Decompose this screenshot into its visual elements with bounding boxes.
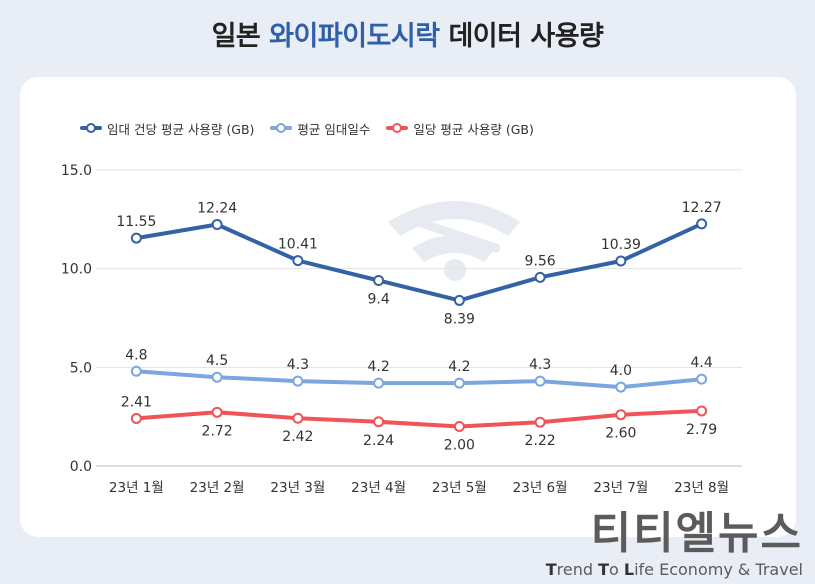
legend-swatch-series-3 xyxy=(386,121,409,135)
data-label: 10.39 xyxy=(601,237,641,253)
data-point xyxy=(130,412,142,424)
data-label: 4.4 xyxy=(690,355,712,371)
legend-item-series-3: 일당 평균 사용량 (GB) xyxy=(386,119,534,138)
chart-title: 일본 와이파이도시락 데이터 사용량 xyxy=(0,14,815,53)
title-pre: 일본 xyxy=(211,21,270,52)
y-tick-label: 5.0 xyxy=(70,360,92,376)
data-point xyxy=(615,381,627,393)
data-point xyxy=(696,405,708,417)
data-label: 4.2 xyxy=(448,359,470,375)
chart-grid xyxy=(96,169,742,467)
chart-card xyxy=(20,77,796,537)
data-label: 4.5 xyxy=(206,353,228,369)
data-label: 4.0 xyxy=(610,363,632,379)
data-label: 9.56 xyxy=(525,253,556,269)
title-highlight: 와이파이도시락 xyxy=(269,21,440,52)
x-axis: 23년 1월 23년 2월 23년 3월 23년 4월 23년 5월 23년 6월 23년 … xyxy=(109,480,729,496)
data-point xyxy=(292,412,304,424)
brand-slogan: Trend To Life Economy & Travel xyxy=(546,560,803,579)
data-point xyxy=(130,365,142,377)
chart-series: 11.55 12.24 10.41 9.4 8.39 9.56 10.39 12.27 4.8 4… xyxy=(116,200,721,454)
data-point xyxy=(211,406,223,418)
data-label: 11.55 xyxy=(116,214,156,230)
brand-slogan-part-6: ife Economy & Travel xyxy=(634,560,803,579)
legend-swatch-series-2 xyxy=(270,121,293,135)
brand-watermark: 티티엘뉴스 Trend To Life Economy & Travel xyxy=(546,508,803,580)
x-tick-label: 23년 6월 xyxy=(513,480,568,496)
data-point xyxy=(696,218,708,230)
y-tick-label: 0.0 xyxy=(70,459,92,475)
data-point xyxy=(615,409,627,421)
legend-label-series-1: 임대 건당 평균 사용량 (GB) xyxy=(107,121,255,137)
data-label: 2.24 xyxy=(363,433,394,449)
brand-slogan-part-1: T xyxy=(545,560,557,579)
wifi-icon xyxy=(388,201,520,281)
data-point xyxy=(373,416,385,428)
data-point xyxy=(292,375,304,387)
x-tick-label: 23년 4월 xyxy=(351,480,406,496)
data-label: 4.8 xyxy=(125,347,147,363)
data-point xyxy=(534,271,546,283)
data-point xyxy=(130,232,142,244)
data-label: 10.41 xyxy=(278,237,318,253)
data-point xyxy=(373,377,385,389)
brand-slogan-part-3: T xyxy=(598,560,610,579)
brand-slogan-part-4: o xyxy=(609,560,624,579)
data-label: 2.00 xyxy=(444,438,475,454)
series-line-1 xyxy=(134,221,704,303)
data-point xyxy=(373,275,385,287)
data-point xyxy=(534,375,546,387)
legend-item-series-2: 평균 임대일수 xyxy=(270,119,370,138)
x-tick-label: 23년 1월 xyxy=(109,480,164,496)
data-label: 12.24 xyxy=(197,200,237,216)
data-point xyxy=(615,255,627,267)
legend-swatch-series-1 xyxy=(80,121,102,135)
x-tick-label: 23년 7월 xyxy=(593,480,648,496)
data-point xyxy=(211,371,223,383)
x-tick-label: 23년 5월 xyxy=(432,480,487,496)
data-label: 2.60 xyxy=(605,426,636,442)
data-label: 2.42 xyxy=(282,429,313,445)
y-axis: 0.0 5.0 10.0 15.0 xyxy=(61,163,92,475)
title-post: 데이터 사용량 xyxy=(439,21,604,52)
y-tick-label: 15.0 xyxy=(61,163,92,179)
data-point xyxy=(696,373,708,385)
data-point xyxy=(292,255,304,267)
brand-slogan-part-2: rend xyxy=(556,560,599,579)
data-label: 2.72 xyxy=(202,423,233,439)
legend-label-series-2: 평균 임대일수 xyxy=(297,121,371,137)
data-point xyxy=(453,377,465,389)
data-label: 2.41 xyxy=(121,394,152,410)
data-label: 2.22 xyxy=(525,433,556,449)
data-label: 8.39 xyxy=(444,311,475,327)
brand-name: 티티엘뉴스 xyxy=(590,508,803,559)
chart-legend: 임대 건당 평균 사용량 (GB) 평균 임대일수 일당 평균 사용량 (GB) xyxy=(80,118,550,138)
series-line-2 xyxy=(134,369,704,390)
data-label: 9.4 xyxy=(367,292,389,308)
data-label: 4.2 xyxy=(367,359,389,375)
legend-item-series-1: 임대 건당 평균 사용량 (GB) xyxy=(80,119,254,138)
data-point xyxy=(453,421,465,433)
brand-slogan-part-5: L xyxy=(623,560,635,579)
series-line-3 xyxy=(134,408,704,429)
legend-label-series-3: 일당 평균 사용량 (GB) xyxy=(413,121,534,137)
x-tick-label: 23년 8월 xyxy=(674,480,729,496)
x-tick-label: 23년 2월 xyxy=(190,480,245,496)
data-point xyxy=(534,416,546,428)
x-tick-label: 23년 3월 xyxy=(270,480,325,496)
data-point xyxy=(211,218,223,230)
data-label: 4.3 xyxy=(287,357,309,373)
data-label: 2.79 xyxy=(686,422,717,438)
data-label: 12.27 xyxy=(682,200,722,216)
data-label: 4.3 xyxy=(529,357,551,373)
data-point xyxy=(453,294,465,306)
y-tick-label: 10.0 xyxy=(61,262,92,278)
